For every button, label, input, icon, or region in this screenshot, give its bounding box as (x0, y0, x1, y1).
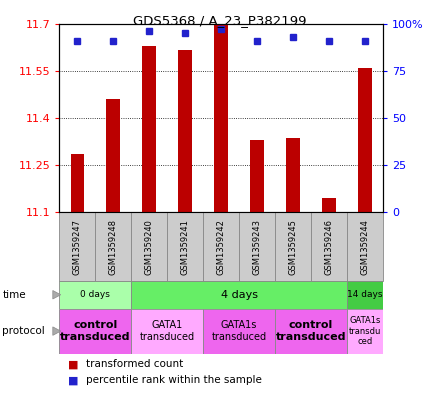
Text: GATA1s
transdu
ced: GATA1s transdu ced (348, 316, 381, 346)
Text: GSM1359240: GSM1359240 (145, 219, 154, 275)
Bar (143, 46, 156, 212)
Text: GSM1359248: GSM1359248 (109, 219, 118, 275)
Bar (347, 281, 383, 309)
Bar (167, 212, 203, 281)
Bar (322, 198, 336, 212)
Bar (59, 309, 131, 354)
Bar (250, 140, 264, 212)
Bar (203, 309, 275, 354)
Text: control
transduced: control transduced (276, 320, 346, 342)
Text: 4 days: 4 days (220, 290, 257, 300)
Text: GSM1359243: GSM1359243 (253, 219, 261, 275)
Bar (59, 281, 131, 309)
Bar (131, 212, 167, 281)
Bar (131, 309, 203, 354)
Bar (203, 212, 239, 281)
Bar (70, 154, 84, 212)
Bar (311, 212, 347, 281)
Text: ■: ■ (68, 375, 79, 385)
Text: GSM1359244: GSM1359244 (360, 219, 369, 275)
Bar (95, 212, 131, 281)
Text: GSM1359247: GSM1359247 (73, 219, 82, 275)
Text: GSM1359246: GSM1359246 (324, 219, 334, 275)
Text: GSM1359242: GSM1359242 (216, 219, 226, 275)
Bar (275, 309, 347, 354)
Bar (286, 138, 300, 212)
Bar (239, 212, 275, 281)
Bar (214, 25, 228, 212)
Bar (358, 68, 372, 212)
Text: GATA1
transduced: GATA1 transduced (139, 320, 195, 342)
Text: control
transduced: control transduced (60, 320, 131, 342)
Bar (275, 212, 311, 281)
Text: protocol: protocol (2, 326, 45, 336)
Text: time: time (2, 290, 26, 300)
Text: GDS5368 / A_23_P382199: GDS5368 / A_23_P382199 (133, 14, 307, 27)
Text: 0 days: 0 days (81, 290, 110, 299)
Bar (347, 212, 383, 281)
Bar (59, 212, 95, 281)
Text: GSM1359245: GSM1359245 (289, 219, 297, 275)
Text: 14 days: 14 days (347, 290, 383, 299)
Bar (347, 309, 383, 354)
Bar (106, 99, 120, 212)
Text: percentile rank within the sample: percentile rank within the sample (86, 375, 262, 385)
Polygon shape (53, 327, 61, 335)
Polygon shape (53, 290, 61, 299)
Bar (131, 281, 347, 309)
Text: GATA1s
transduced: GATA1s transduced (212, 320, 267, 342)
Text: GSM1359241: GSM1359241 (181, 219, 190, 275)
Text: transformed count: transformed count (86, 359, 183, 369)
Text: ■: ■ (68, 359, 79, 369)
Bar (178, 50, 192, 212)
